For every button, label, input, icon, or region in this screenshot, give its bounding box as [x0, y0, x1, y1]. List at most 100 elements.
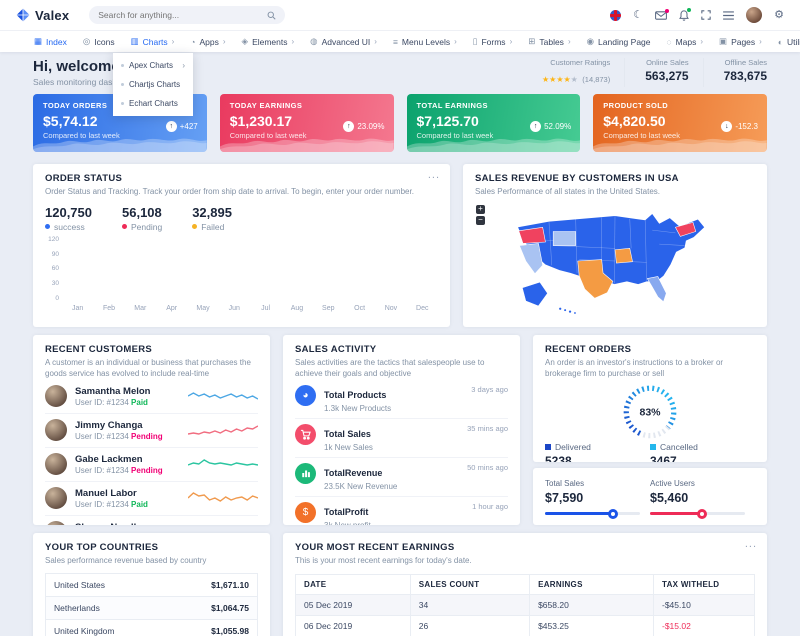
nav-item-icon: ▦: [34, 36, 43, 46]
nav-item-landing-page[interactable]: ◉ Landing Page: [579, 36, 659, 47]
state-missouri[interactable]: [614, 247, 633, 264]
slider-knob[interactable]: [608, 508, 619, 519]
language-flag-icon[interactable]: [610, 9, 622, 21]
nav-item-advanced-ui[interactable]: ◍ Advanced UI ›: [302, 36, 385, 47]
card-title: YOUR MOST RECENT EARNINGS: [295, 542, 455, 553]
nav-item-charts[interactable]: ▥ Charts ›: [123, 36, 183, 47]
state-alaska[interactable]: [521, 281, 548, 307]
activity-item[interactable]: ◕ Total Products 1.3k New Products 3 days…: [295, 380, 508, 419]
earnings-tbody: 05 Dec 2019 34 $658.20 -$45.10 06 Dec 2019 26…: [295, 593, 755, 636]
nav-item-elements[interactable]: ◈ Elements ›: [234, 36, 303, 47]
stat-badge: ↑ +427: [165, 121, 198, 132]
card-title: ORDER STATUS: [45, 173, 123, 184]
dropdown-item-chartjs-charts[interactable]: Chartjs Charts: [113, 75, 193, 94]
x-tick-label: May: [196, 304, 210, 312]
activity-list: ◕ Total Products 1.3k New Products 3 days…: [295, 380, 508, 525]
chevron-right-icon: ›: [291, 37, 295, 46]
map-zoom-out-button[interactable]: −: [476, 215, 485, 225]
chevron-right-icon: ›: [454, 37, 457, 46]
charts-dropdown: Apex Charts › Chartjs Charts Echart Char…: [113, 53, 193, 116]
nav-item-utilities[interactable]: ◐Utilities›: [770, 37, 800, 47]
state-oregon[interactable]: [518, 226, 546, 244]
dropdown-item-echart-charts[interactable]: Echart Charts: [113, 94, 193, 113]
nav-item-maps[interactable]: ◌ Maps ›: [659, 37, 712, 47]
nav-item-apps[interactable]: ◔ Apps ›: [182, 37, 233, 47]
nav-item-forms[interactable]: ▯ Forms ›: [465, 36, 520, 47]
state-new-york[interactable]: [674, 221, 697, 237]
country-row[interactable]: United Kingdom $1,055.98: [46, 620, 257, 636]
nav-item-icon: ◈: [241, 36, 249, 46]
country-row[interactable]: United States $1,671.10: [46, 574, 257, 597]
menu-toggle-icon[interactable]: [723, 10, 735, 20]
nav-item-menu-levels[interactable]: ≡ Menu Levels ›: [385, 37, 465, 47]
nav-item-label: Apps: [199, 36, 219, 47]
customers-list: Samantha Melon User ID: #1234 Paid Jimmy C…: [45, 380, 258, 525]
customer-row[interactable]: Manuel Labor User ID: #1234 Paid: [45, 482, 258, 516]
chevron-right-icon: ›: [700, 37, 704, 46]
dark-mode-moon-icon[interactable]: ☾: [633, 8, 644, 21]
nav-item-index[interactable]: ▦ Index: [26, 36, 75, 47]
earnings-row[interactable]: 06 Dec 2019 26 $453.25 -$15.02: [295, 614, 755, 636]
activity-item[interactable]: Total Sales 1k New Sales 35 mins ago: [295, 419, 508, 458]
state-california[interactable]: [519, 242, 543, 274]
col-tax-witheld: TAX WITHELD: [653, 573, 755, 595]
customer-row[interactable]: Jimmy Changa User ID: #1234 Pending: [45, 414, 258, 448]
bar-chart-icon: [295, 462, 316, 484]
map-zoom-in-button[interactable]: +: [476, 204, 485, 214]
state-florida[interactable]: [646, 275, 667, 303]
nav-item-icons[interactable]: ◎ Icons: [75, 36, 123, 47]
x-tick-label: Jun: [228, 304, 240, 312]
customer-sparkline: [188, 459, 258, 466]
arrow-badge-icon: ↑: [530, 121, 542, 132]
recent-earnings-card: ... YOUR MOST RECENT EARNINGS This is yo…: [283, 533, 767, 636]
offline-sales: Offline Sales 783,675: [702, 58, 767, 87]
customer-row[interactable]: Sharon NeedlesUser ID: #1234 Paid: [45, 516, 258, 525]
stat-card-today-earnings[interactable]: TODAY EARNINGS $1,230.17 Compared to las…: [219, 94, 394, 152]
activity-item[interactable]: TotalRevenue 23.5K New Revenue 50 mins ag…: [295, 458, 508, 497]
nav-item-icon: ⊞: [528, 36, 536, 46]
avatar: [45, 487, 67, 510]
stat-card-total-earnings[interactable]: TOTAL EARNINGS $7,125.70 Compared to las…: [406, 94, 581, 152]
stat-failed: 32,895 Failed: [192, 204, 232, 232]
notifications-bell-icon[interactable]: [679, 7, 692, 21]
chevron-right-icon: ›: [374, 37, 377, 46]
col-earnings: EARNINGS: [529, 573, 654, 595]
col-sales-count: SALES COUNT: [409, 573, 531, 595]
cancelled-stat: Cancelled 3467 Last 6 months: [650, 441, 698, 462]
card-options-icon[interactable]: ...: [427, 169, 440, 181]
messages-icon[interactable]: [655, 8, 670, 20]
customer-ratings: Customer Ratings ★★★★★ (14,873): [541, 58, 611, 84]
stat-badge: ↓ -152.3: [721, 121, 758, 132]
customer-row[interactable]: Samantha Melon User ID: #1234 Paid: [45, 380, 258, 414]
top-countries-card: YOUR TOP COUNTRIES Sales performance rev…: [33, 533, 270, 636]
state-hawaii[interactable]: [559, 307, 576, 314]
star-icons: ★★★★: [541, 75, 571, 84]
user-avatar[interactable]: [746, 7, 763, 23]
card-options-icon[interactable]: ...: [744, 538, 757, 550]
fullscreen-icon[interactable]: [701, 10, 711, 20]
slider-track[interactable]: [650, 508, 745, 519]
customer-row[interactable]: Gabe Lackmen User ID: #1234 Pending: [45, 448, 258, 482]
nav-item-label: Tables: [539, 36, 564, 47]
state-texas[interactable]: [577, 259, 614, 299]
activity-item[interactable]: $ TotalProfit3k New profit 1 hour ago: [295, 497, 508, 525]
slider-track[interactable]: [545, 508, 640, 519]
nav-item-pages[interactable]: ▣ Pages ›: [711, 36, 770, 47]
dollar-icon: $: [295, 501, 316, 523]
dropdown-item-apex-charts[interactable]: Apex Charts ›: [113, 56, 193, 75]
stat-card-product-sold[interactable]: PRODUCT SOLD $4,820.50 Compared to last …: [593, 94, 767, 152]
nav-item-tables[interactable]: ⊞ Tables ›: [520, 36, 578, 47]
search-input[interactable]: [98, 10, 268, 20]
settings-gear-icon[interactable]: ⚙: [774, 8, 784, 21]
state-wyoming[interactable]: [552, 231, 576, 246]
valex-logo[interactable]: Valex: [16, 8, 69, 23]
customer-sparkline: [188, 392, 258, 400]
country-row[interactable]: Netherlands $1,064.75: [46, 596, 257, 620]
x-tick-label: Mar: [134, 304, 147, 312]
slider-knob[interactable]: [696, 508, 707, 519]
usa-map-card: SALES REVENUE BY CUSTOMERS IN USA Sales …: [463, 164, 767, 327]
earnings-row[interactable]: 05 Dec 2019 34 $658.20 -$45.10: [295, 593, 755, 616]
stat-card-today-orders[interactable]: TODAY ORDERS $5,74.12 Compared to last w…: [33, 94, 207, 152]
global-search[interactable]: [89, 6, 286, 24]
usa-map[interactable]: [475, 202, 755, 320]
